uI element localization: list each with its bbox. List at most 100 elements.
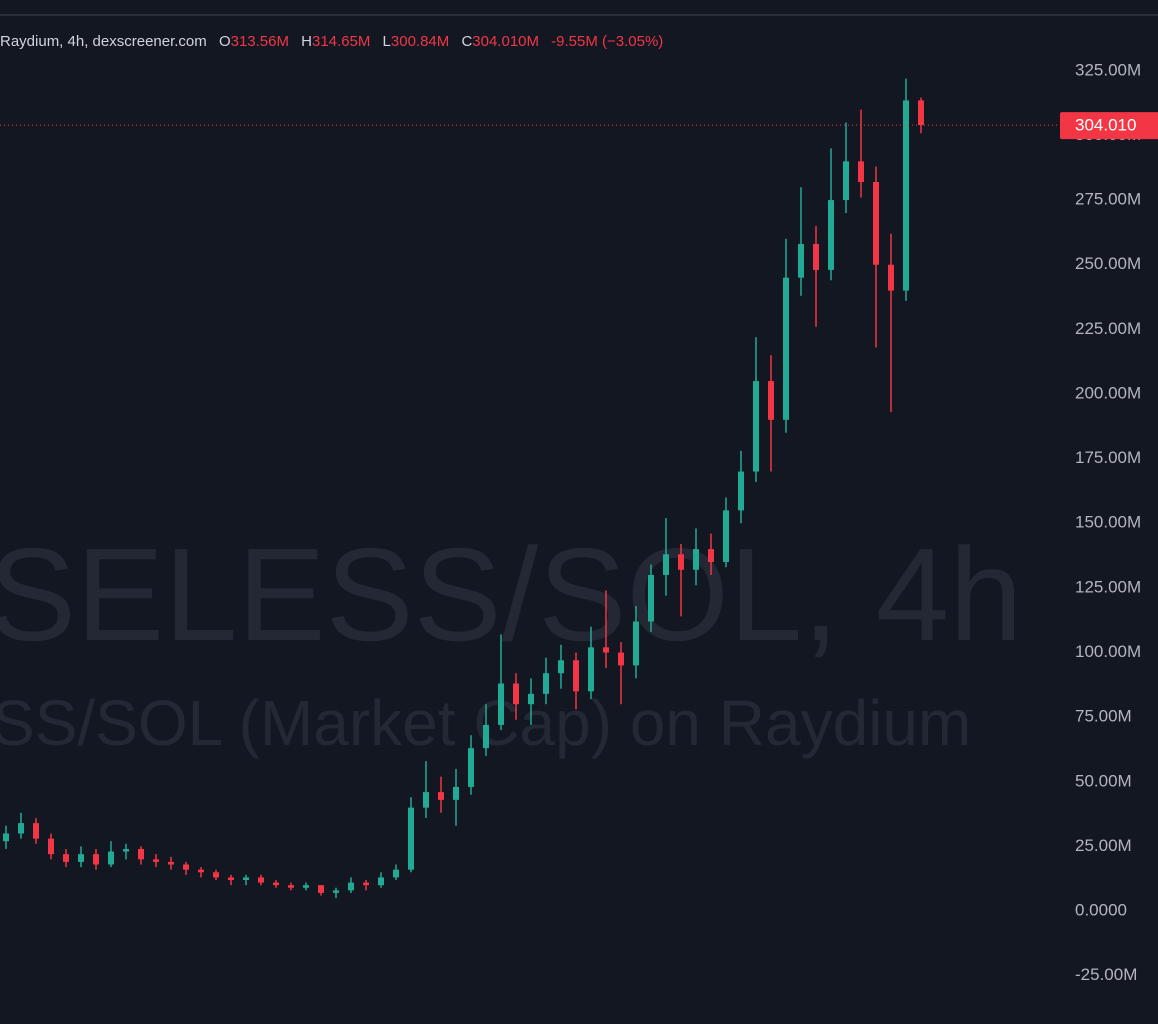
candle: [198, 867, 204, 878]
candle-body: [348, 882, 354, 891]
candle: [498, 634, 504, 731]
y-tick-label: 25.00M: [1075, 836, 1132, 855]
candle: [708, 533, 714, 575]
ohlc-value: 300.84M: [391, 33, 449, 50]
candle: [108, 841, 114, 868]
candle: [543, 657, 549, 705]
candle-body: [318, 885, 324, 893]
y-tick-label: 75.00M: [1075, 707, 1132, 726]
candle-body: [438, 792, 444, 800]
candle-body: [378, 877, 384, 886]
y-tick-label: 150.00M: [1075, 513, 1141, 532]
candle-body: [258, 877, 264, 883]
header-change: -9.55M (−3.05%): [551, 33, 663, 50]
candle-body: [798, 244, 804, 278]
candle-body: [3, 833, 9, 842]
y-tick-label: 250.00M: [1075, 254, 1141, 273]
candle-body: [123, 848, 129, 852]
candle: [93, 848, 99, 870]
candle: [183, 861, 189, 875]
candle-body: [918, 100, 924, 126]
candle-body: [273, 882, 279, 886]
candle-body: [603, 647, 609, 653]
candle: [873, 166, 879, 348]
y-tick-label: -25.00M: [1075, 965, 1137, 984]
candle-body: [558, 660, 564, 674]
candle-body: [783, 277, 789, 420]
candle-body: [858, 161, 864, 182]
candle: [153, 854, 159, 868]
candle: [768, 355, 774, 472]
candle-body: [393, 869, 399, 878]
candle: [558, 644, 564, 689]
candle: [273, 880, 279, 888]
candle-body: [663, 554, 669, 575]
y-tick-label: 225.00M: [1075, 319, 1141, 338]
candle: [888, 233, 894, 413]
candle-body: [303, 885, 309, 888]
candle: [513, 673, 519, 720]
price-axis: 325.00M300.00M275.00M250.00M225.00M200.0…: [1060, 60, 1158, 984]
candle: [753, 337, 759, 482]
candle-body: [633, 621, 639, 666]
candle: [243, 874, 249, 886]
y-tick-label: 175.00M: [1075, 448, 1141, 467]
candle-body: [813, 244, 819, 270]
header-source: Raydium, 4h, dexscreener.com: [0, 33, 207, 50]
candle: [48, 833, 54, 860]
ohlc-value: 313.56M: [231, 33, 289, 50]
candle: [528, 678, 534, 725]
candle: [663, 518, 669, 596]
candle: [453, 768, 459, 826]
watermark: SELESS/SOL, 4h SS/SOL (Market Cap) on Ra…: [0, 521, 1023, 759]
candle: [138, 846, 144, 865]
candle-body: [618, 652, 624, 666]
candle-body: [408, 807, 414, 870]
candle-body: [723, 510, 729, 563]
ohlc-key: C: [461, 33, 472, 50]
candle-body: [453, 786, 459, 800]
candle: [363, 880, 369, 891]
candle-body: [498, 683, 504, 725]
candle-body: [288, 885, 294, 888]
candle: [573, 652, 579, 710]
watermark-title: SELESS/SOL, 4h: [0, 521, 1023, 668]
candle-body: [873, 181, 879, 265]
candle: [3, 825, 9, 849]
candle: [288, 882, 294, 891]
candle-body: [333, 890, 339, 893]
candle-body: [138, 848, 144, 860]
candle-body: [828, 200, 834, 270]
candle-body: [63, 854, 69, 862]
candle-body: [738, 471, 744, 511]
candle-body: [888, 264, 894, 291]
candle-body: [903, 100, 909, 291]
y-tick-label: 275.00M: [1075, 190, 1141, 209]
candle-body: [483, 724, 489, 749]
candle-body: [573, 660, 579, 692]
candle-body: [168, 861, 174, 865]
candle-body: [843, 161, 849, 201]
candle: [648, 564, 654, 632]
candle: [213, 869, 219, 881]
candle-body: [423, 792, 429, 808]
candle-body: [693, 549, 699, 570]
y-tick-label: 0.0000: [1075, 901, 1127, 920]
candle: [123, 843, 129, 860]
y-tick-label: 325.00M: [1075, 60, 1141, 79]
candle: [588, 626, 594, 700]
candle: [858, 109, 864, 198]
candle: [333, 887, 339, 899]
candle-body: [33, 823, 39, 839]
y-tick-label: 50.00M: [1075, 771, 1132, 790]
candle-body: [363, 882, 369, 886]
candle: [18, 812, 24, 839]
candle-body: [153, 859, 159, 862]
candle-body: [48, 838, 54, 855]
candle: [423, 761, 429, 818]
candle: [813, 225, 819, 327]
ohlc-value: 314.65M: [312, 33, 370, 50]
ohlc-value: 304.010M: [472, 33, 539, 50]
